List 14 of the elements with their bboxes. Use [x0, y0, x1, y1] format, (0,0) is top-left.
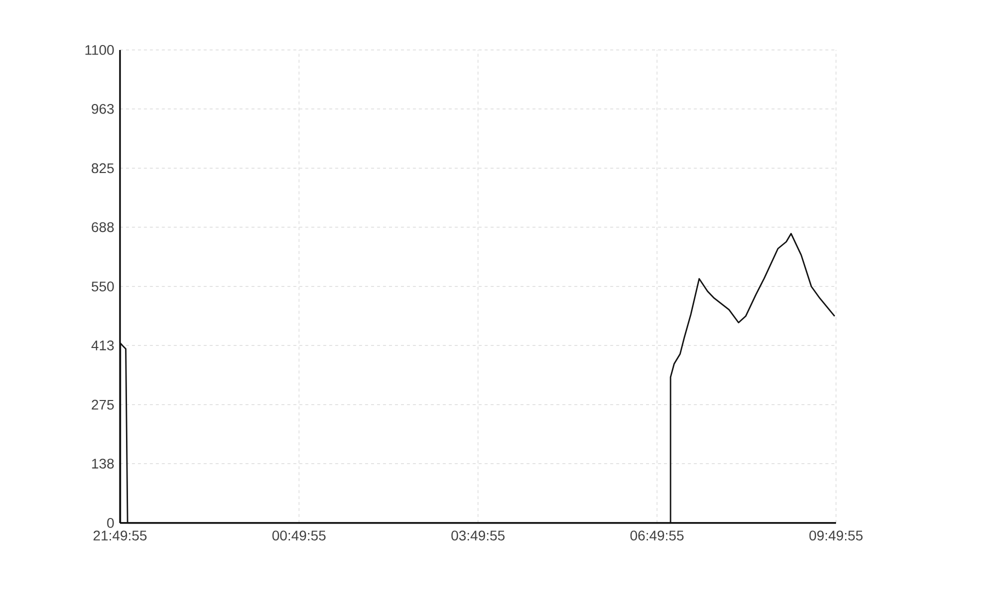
y-tick-label: 1100 — [85, 45, 114, 55]
y-tick-label: 825 — [92, 163, 114, 174]
x-tick-label: 21:49:55 — [94, 530, 147, 541]
x-tick-label: 09:49:55 — [809, 530, 863, 541]
y-tick-label: 550 — [92, 282, 114, 292]
x-tick-label: 06:49:55 — [630, 530, 684, 541]
y-tick-label: 275 — [92, 400, 114, 410]
y-tick-label: 138 — [92, 458, 114, 469]
y-tick-label: 0 — [107, 518, 114, 528]
y-tick-label: 413 — [91, 340, 114, 350]
y-tick-label: 963 — [92, 104, 114, 114]
x-tick-label: 03:49:55 — [451, 530, 505, 541]
x-tick-label: 00:49:55 — [272, 530, 326, 541]
y-tick-label: 688 — [92, 222, 114, 232]
